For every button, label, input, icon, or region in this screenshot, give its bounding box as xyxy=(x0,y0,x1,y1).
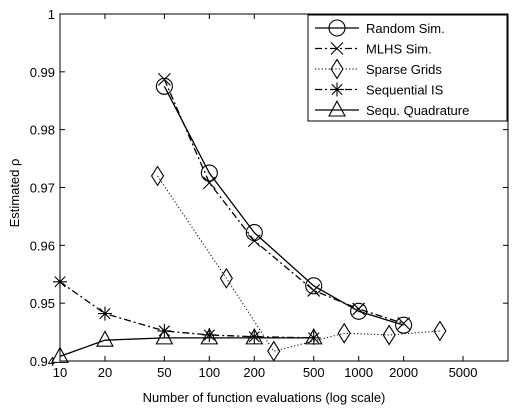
axis-ticks: 10 20 50 100 200 500 1000 2000 5000 0.94 0.95 0.96 0… xyxy=(30,7,508,380)
x-tick-label: 50 xyxy=(157,365,171,380)
data-point xyxy=(157,323,172,338)
data-point xyxy=(245,327,264,345)
x-tick-label: 100 xyxy=(198,365,220,380)
data-point xyxy=(150,165,165,187)
legend-entry: Sequential IS xyxy=(366,83,444,98)
x-tick-label: 10 xyxy=(53,365,67,380)
data-point xyxy=(307,284,321,297)
series-layer xyxy=(51,72,447,363)
data-point xyxy=(382,324,396,346)
x-tick-label: 200 xyxy=(243,365,265,380)
data-point xyxy=(305,277,323,295)
series-line xyxy=(59,281,314,339)
data-point xyxy=(200,164,218,182)
y-tick-label: 0.96 xyxy=(30,238,55,253)
x-tick-label: 2000 xyxy=(389,365,418,380)
data-point xyxy=(247,329,262,344)
data-point xyxy=(304,327,323,345)
legend-entry: Sequ. Quadrature xyxy=(366,103,469,118)
y-tick-label: 1 xyxy=(48,7,55,22)
data-point xyxy=(96,330,114,347)
data-point xyxy=(397,317,411,330)
y-tick-label: 0.94 xyxy=(30,354,55,369)
series-sequential-is xyxy=(53,274,321,345)
y-tick-label: 0.98 xyxy=(30,123,55,138)
data-point xyxy=(157,72,171,86)
series-mlhs-sim xyxy=(157,72,411,330)
data-point xyxy=(433,320,447,342)
series-line xyxy=(59,337,314,357)
x-tick-label: 5000 xyxy=(449,365,478,380)
legend-box xyxy=(307,14,508,122)
legend-entry: MLHS Sim. xyxy=(366,42,432,57)
legend-marker xyxy=(330,82,344,97)
data-point xyxy=(247,234,261,248)
data-point xyxy=(352,302,366,316)
data-point xyxy=(337,322,351,344)
x-tick-label: 500 xyxy=(303,365,325,380)
legend-entry: Sparse Grids xyxy=(366,62,442,77)
data-point xyxy=(267,340,281,362)
y-tick-label: 0.97 xyxy=(30,181,55,196)
data-point xyxy=(51,346,69,363)
data-point xyxy=(53,274,67,289)
data-point xyxy=(202,176,216,190)
y-axis-label: Estimated ρ xyxy=(7,159,22,228)
x-axis-label: Number of function evaluations (log scal… xyxy=(143,390,386,405)
series-sparse-grids xyxy=(150,165,447,362)
legend-entry: Random Sim. xyxy=(366,21,445,36)
data-point xyxy=(219,267,233,289)
data-point xyxy=(395,316,413,334)
legend-marker xyxy=(330,42,344,55)
series-line xyxy=(163,79,404,325)
x-tick-label: 20 xyxy=(98,365,112,380)
legend-marker xyxy=(330,58,344,80)
data-point xyxy=(155,77,173,95)
data-point xyxy=(202,327,217,342)
y-tick-label: 0.95 xyxy=(30,296,55,311)
y-tick-label: 0.99 xyxy=(30,65,55,80)
series-random-sim xyxy=(155,77,413,334)
data-point xyxy=(306,330,321,345)
series-sequ-quadrature xyxy=(51,327,323,363)
data-point xyxy=(200,327,219,345)
x-tick-label: 1000 xyxy=(344,365,373,380)
legend-marker xyxy=(328,100,346,117)
legend-marker xyxy=(328,19,346,37)
data-point xyxy=(155,327,174,345)
data-point xyxy=(97,306,112,321)
legend: Random Sim. MLHS Sim. Sparse Grids Sequenti… xyxy=(307,14,508,122)
series-line xyxy=(157,175,440,352)
